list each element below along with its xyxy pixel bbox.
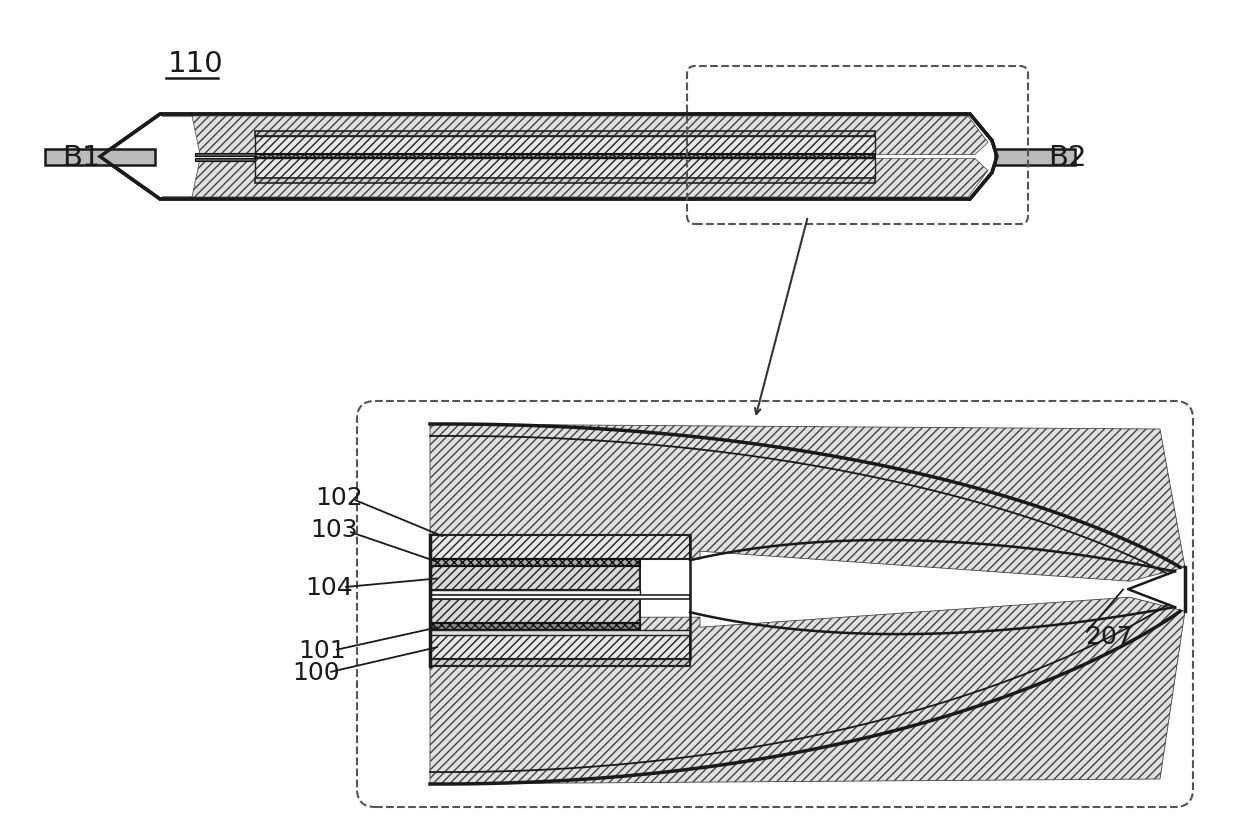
Text: B1: B1	[62, 144, 100, 172]
Bar	[430, 560, 640, 566]
Bar	[255, 178, 875, 183]
Text: 104: 104	[305, 576, 352, 600]
Text: 103: 103	[310, 518, 357, 542]
Bar	[430, 635, 689, 659]
Polygon shape	[430, 597, 1185, 784]
Bar	[255, 130, 875, 135]
Polygon shape	[430, 424, 1185, 581]
Bar	[430, 535, 689, 560]
Polygon shape	[100, 114, 997, 199]
Bar	[255, 158, 875, 178]
Bar	[430, 600, 640, 623]
Bar	[255, 135, 875, 153]
Bar	[994, 148, 1075, 164]
Text: 110: 110	[167, 50, 223, 78]
Text: 101: 101	[298, 640, 346, 663]
Text: 102: 102	[315, 486, 363, 510]
Text: 207: 207	[1085, 626, 1133, 649]
Bar	[195, 153, 255, 155]
Bar	[255, 153, 875, 158]
Bar	[45, 148, 155, 164]
Text: 100: 100	[291, 661, 340, 686]
Bar	[430, 631, 689, 635]
Bar	[430, 659, 689, 666]
Bar	[430, 590, 640, 595]
Bar	[195, 158, 255, 160]
Bar	[430, 623, 640, 631]
Bar	[430, 566, 640, 590]
FancyBboxPatch shape	[357, 401, 1193, 807]
Text: B2: B2	[1048, 144, 1086, 172]
Bar	[430, 595, 689, 600]
Polygon shape	[162, 116, 988, 154]
Polygon shape	[162, 158, 988, 197]
